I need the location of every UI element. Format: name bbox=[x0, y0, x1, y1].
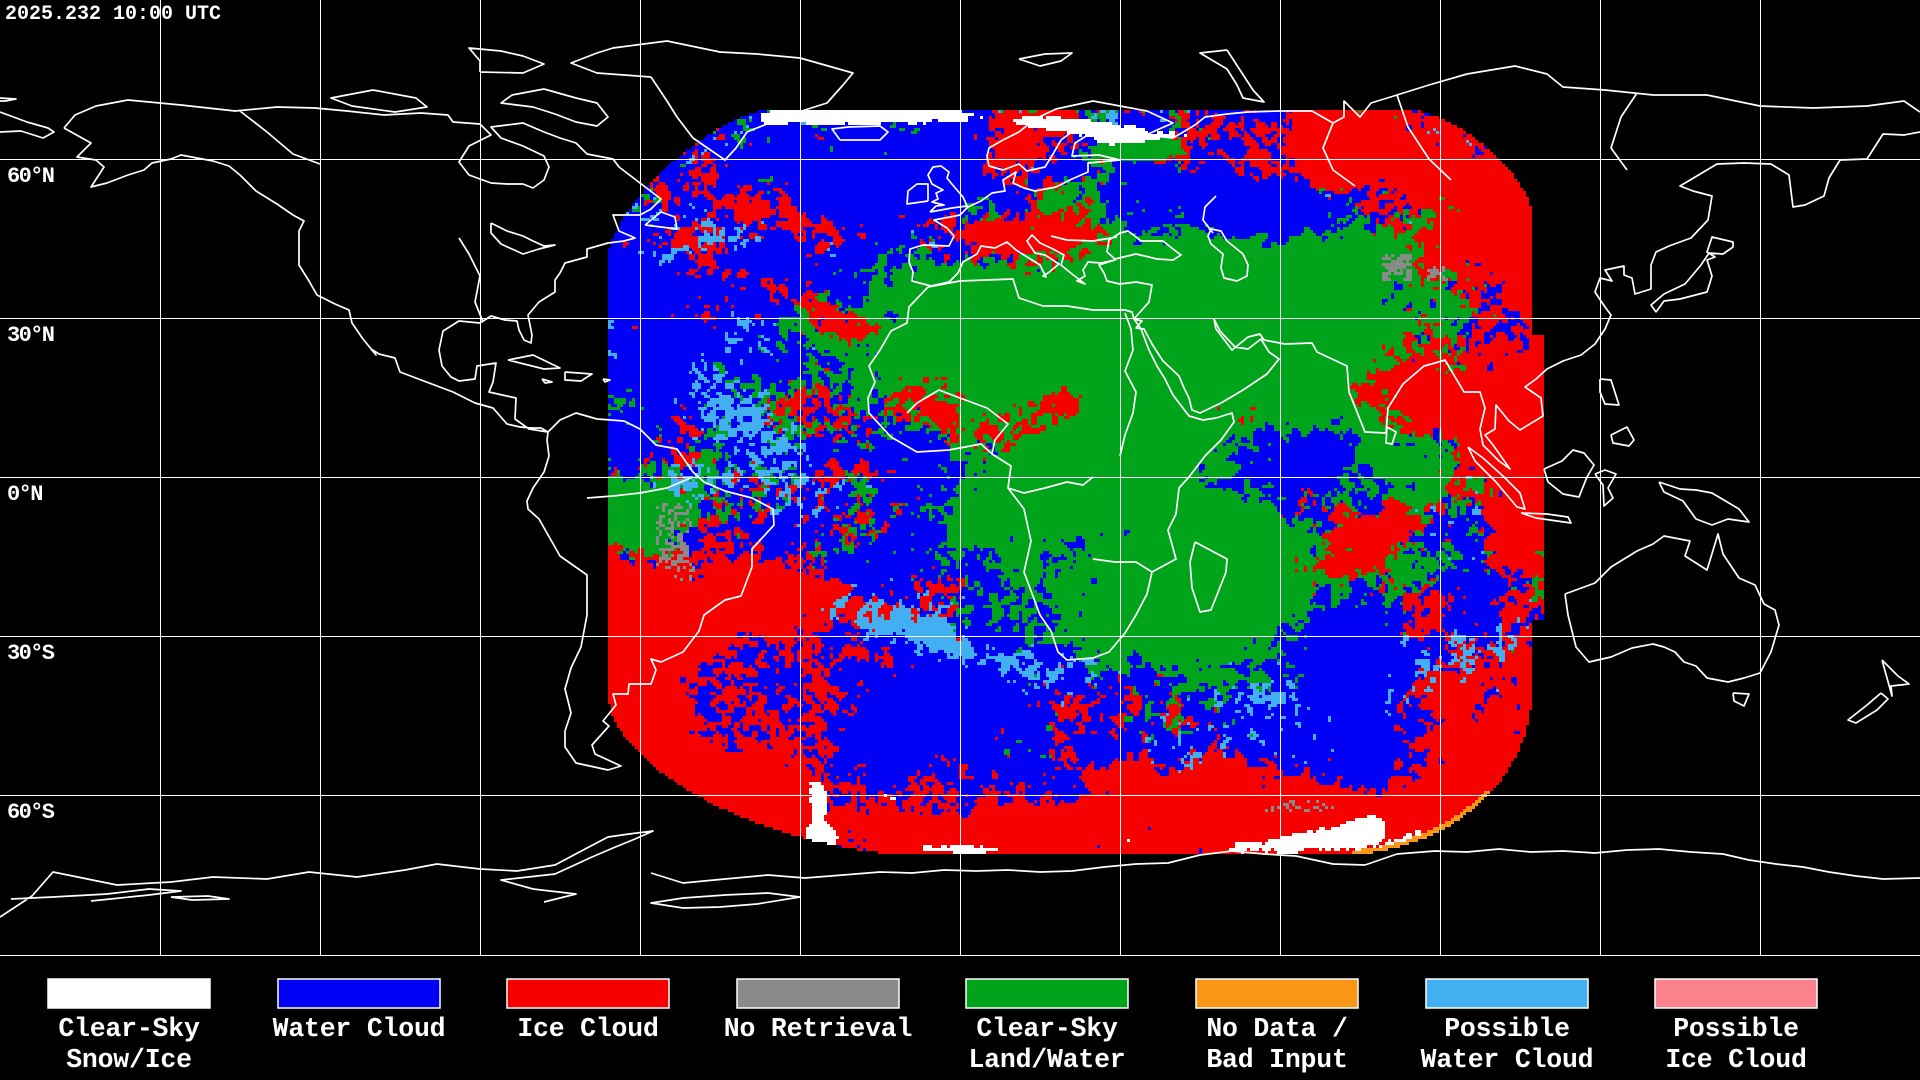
svg-text:Land/Water: Land/Water bbox=[968, 1045, 1125, 1075]
svg-text:Possible: Possible bbox=[1673, 1014, 1799, 1044]
svg-text:Clear-Sky: Clear-Sky bbox=[58, 1014, 200, 1044]
svg-text:30°S: 30°S bbox=[7, 641, 55, 666]
svg-text:2025.232 10:00 UTC: 2025.232 10:00 UTC bbox=[5, 3, 221, 26]
svg-text:Water Cloud: Water Cloud bbox=[1421, 1045, 1594, 1075]
svg-text:Snow/Ice: Snow/Ice bbox=[66, 1045, 192, 1075]
svg-text:60°N: 60°N bbox=[7, 164, 54, 189]
svg-text:0°N: 0°N bbox=[7, 482, 42, 507]
svg-text:60°S: 60°S bbox=[7, 800, 55, 825]
svg-text:No Data /: No Data / bbox=[1206, 1014, 1347, 1044]
svg-text:No Retrieval: No Retrieval bbox=[724, 1014, 912, 1044]
svg-text:Clear-Sky: Clear-Sky bbox=[976, 1014, 1118, 1044]
svg-text:30°N: 30°N bbox=[7, 323, 54, 348]
svg-text:Ice Cloud: Ice Cloud bbox=[1665, 1045, 1806, 1075]
svg-text:Water Cloud: Water Cloud bbox=[273, 1014, 446, 1044]
svg-text:Possible: Possible bbox=[1444, 1014, 1570, 1044]
svg-text:Ice Cloud: Ice Cloud bbox=[517, 1014, 658, 1044]
svg-text:Bad Input: Bad Input bbox=[1206, 1045, 1347, 1075]
